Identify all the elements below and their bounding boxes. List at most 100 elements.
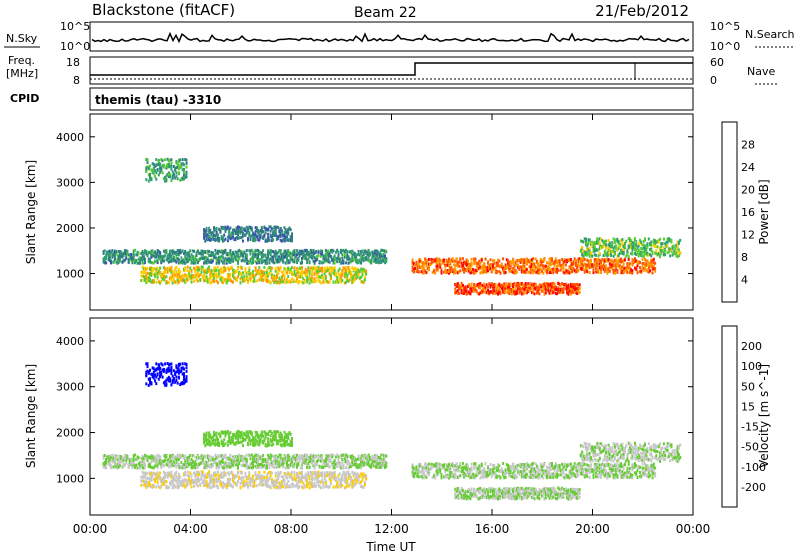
power-echo-cell xyxy=(190,276,193,280)
power-echo-cell xyxy=(659,237,662,241)
power-echo-cell xyxy=(307,253,310,257)
power-echo-cell xyxy=(549,283,552,286)
power-echo-cell xyxy=(352,275,355,279)
power-echo-cell xyxy=(326,280,329,283)
velocity-echo-cell xyxy=(326,463,329,467)
power-echo-cell xyxy=(504,266,507,270)
power-echo-cell xyxy=(479,271,482,275)
velocity-echo-cell xyxy=(254,464,257,468)
power-echo-cell xyxy=(556,264,559,268)
power-echo-cell xyxy=(184,266,187,270)
velocity-echo-cell xyxy=(341,465,344,469)
power-echo-cell xyxy=(319,267,322,270)
power-echo-cell xyxy=(311,280,314,284)
power-echo-cell xyxy=(113,258,116,262)
power-echo-cell xyxy=(419,266,422,269)
power-echo-cell xyxy=(336,276,339,279)
power-echo-cell xyxy=(626,262,629,265)
power-echo-cell xyxy=(517,259,520,263)
power-echo-cell xyxy=(464,261,467,264)
power-echo-cell xyxy=(211,231,214,235)
power-echo-cell xyxy=(508,268,511,271)
power-echo-cell xyxy=(193,259,195,263)
power-echo-cell xyxy=(627,265,630,269)
power-echo-cell xyxy=(232,228,234,232)
power-echo-cell xyxy=(647,253,650,257)
power-echo-cell xyxy=(564,282,567,286)
power-echo-cell xyxy=(495,264,498,268)
power-echo-cell xyxy=(272,258,275,262)
power-echo-cell xyxy=(328,272,331,276)
power-echo-cell xyxy=(617,261,620,265)
power-echo-cell xyxy=(438,262,440,266)
power-echo-cell xyxy=(183,267,185,271)
velocity-echo-cell xyxy=(190,462,193,466)
power-echo-cell xyxy=(312,250,315,254)
power-echo-cell xyxy=(286,252,288,256)
power-echo-cell xyxy=(152,261,155,265)
velocity-echo-band-0 xyxy=(102,453,388,470)
power-echo-cell xyxy=(316,267,319,271)
power-echo-cell xyxy=(309,267,312,270)
power-echo-cell xyxy=(541,285,543,289)
power-echo-cell xyxy=(621,243,624,247)
power-echo-cell xyxy=(211,259,214,263)
power-echo-cell xyxy=(157,163,160,167)
power-echo-cell xyxy=(532,288,535,292)
power-echo-cell xyxy=(223,258,226,262)
power-echo-cell xyxy=(441,261,444,265)
power-echo-cell xyxy=(194,261,197,265)
velocity-echo-cell xyxy=(156,463,159,467)
velocity-echo-cell xyxy=(303,461,306,465)
power-echo-cell xyxy=(176,165,179,169)
velocity-echo-cell xyxy=(113,462,116,466)
power-echo-cell xyxy=(669,247,672,251)
power-echo-cell xyxy=(170,269,173,272)
power-echo-cell xyxy=(585,251,587,255)
power-echo-cell xyxy=(549,257,552,261)
power-echo-cell xyxy=(378,261,381,265)
power-echo-cell xyxy=(360,255,363,259)
power-echo-cell xyxy=(332,271,335,275)
power-echo-cell xyxy=(495,290,498,293)
power-echo-cell xyxy=(234,232,237,236)
power-echo-cell xyxy=(149,267,151,271)
velocity-echo-cell xyxy=(275,456,278,460)
velocity-echo-cell xyxy=(103,463,106,467)
velocity-echo-cell xyxy=(121,457,124,461)
power-echo-cell xyxy=(618,265,621,269)
power-echo-cell xyxy=(273,229,276,233)
power-echo-cell xyxy=(186,253,189,257)
power-echo-cell xyxy=(282,234,285,238)
power-echo-cell xyxy=(250,261,253,265)
velocity-echo-cell xyxy=(174,463,177,467)
power-echo-cell xyxy=(237,230,239,233)
power-echo-cell xyxy=(332,256,335,260)
velocity-echo-cell xyxy=(304,453,307,457)
power-echo-cell xyxy=(522,262,525,266)
power-echo-cell xyxy=(513,271,516,275)
power-echo-cell xyxy=(357,261,360,265)
power-echo-cell xyxy=(455,284,458,288)
power-echo-cell xyxy=(362,252,365,256)
velocity-echo-cell xyxy=(329,460,332,464)
velocity-echo-cell xyxy=(234,460,237,464)
power-echo-cell xyxy=(249,279,252,283)
power-echo-cell xyxy=(196,268,199,272)
power-echo-cell xyxy=(156,162,159,166)
power-echo-cell xyxy=(473,262,476,266)
power-echo-cell xyxy=(463,287,466,290)
power-echo-cell xyxy=(238,229,241,233)
power-echo-cell xyxy=(666,251,669,255)
power-echo-cell xyxy=(203,279,206,283)
velocity-echo-cell xyxy=(336,461,339,465)
power-echo-cell xyxy=(221,250,224,254)
power-echo-cell xyxy=(569,284,572,288)
power-echo-cell xyxy=(439,263,442,267)
velocity-echo-cell xyxy=(289,456,292,460)
velocity-echo-cell xyxy=(297,462,300,465)
power-echo-cell xyxy=(121,253,124,256)
power-echo-cell xyxy=(518,289,521,293)
power-echo-cell xyxy=(373,251,376,255)
power-echo-cell xyxy=(139,256,141,260)
